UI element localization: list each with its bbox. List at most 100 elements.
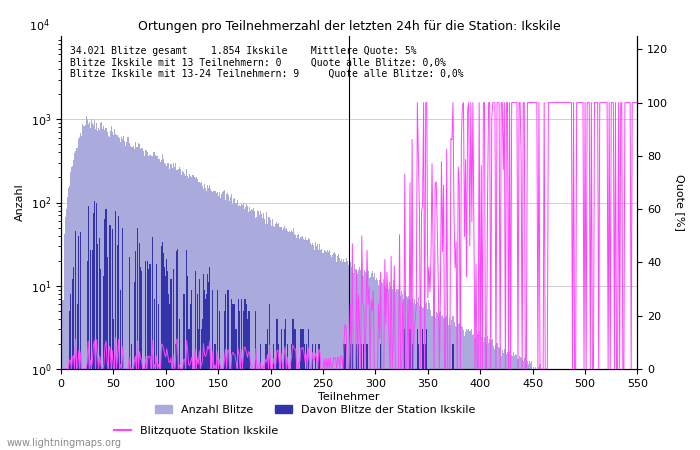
Bar [269, 217, 270, 450]
Bar [98, 127, 99, 450]
Bar [120, 289, 121, 450]
Bar [427, 369, 428, 450]
Bar [72, 166, 73, 450]
Bar [603, 369, 605, 450]
Bar [156, 265, 157, 450]
Bar [185, 176, 186, 450]
Bar [525, 355, 526, 450]
Bar [371, 273, 372, 450]
Bar [110, 225, 111, 450]
Bar [317, 244, 318, 450]
Bar [408, 296, 409, 450]
Bar [534, 369, 536, 450]
Bar [312, 344, 313, 450]
Bar [483, 342, 484, 450]
Bar [148, 269, 150, 450]
Bar [337, 256, 338, 450]
Bar [611, 369, 612, 450]
Bar [494, 349, 496, 450]
Bar [379, 369, 380, 450]
Bar [407, 297, 408, 450]
Bar [178, 167, 180, 450]
Bar [618, 369, 619, 450]
Bar [96, 123, 97, 450]
Bar [597, 369, 598, 450]
Bar [378, 285, 379, 450]
Bar [576, 369, 578, 450]
Bar [405, 293, 406, 450]
Bar [547, 369, 548, 450]
Bar [157, 156, 158, 450]
Bar [423, 344, 424, 450]
Bar [506, 354, 507, 450]
Bar [309, 238, 310, 450]
Bar [68, 188, 69, 450]
Bar [491, 340, 492, 450]
Bar [425, 344, 426, 450]
Bar [122, 139, 123, 450]
Bar [220, 194, 222, 450]
Bar [292, 232, 293, 450]
Bar [596, 369, 597, 450]
Bar [113, 135, 114, 450]
Bar [248, 212, 249, 450]
Bar [473, 369, 475, 450]
Bar [351, 267, 352, 450]
Bar [176, 251, 177, 450]
Bar [134, 282, 135, 450]
Bar [621, 369, 622, 450]
Bar [391, 369, 392, 450]
Bar [281, 369, 283, 450]
Bar [349, 262, 350, 450]
Bar [461, 369, 462, 450]
Bar [363, 344, 365, 450]
Bar [378, 369, 379, 450]
Bar [120, 142, 121, 450]
Bar [441, 316, 442, 450]
Bar [203, 274, 204, 450]
Bar [159, 159, 160, 450]
Bar [310, 243, 311, 450]
Bar [359, 267, 360, 450]
Bar [462, 369, 463, 450]
Bar [596, 369, 597, 450]
Bar [624, 369, 625, 450]
Bar [80, 232, 81, 450]
Bar [146, 150, 148, 450]
Bar [542, 369, 543, 450]
Bar [174, 167, 175, 450]
Bar [617, 369, 618, 450]
Bar [100, 269, 102, 450]
Bar [148, 156, 150, 450]
Bar [294, 329, 295, 450]
Bar [416, 329, 418, 450]
Bar [250, 211, 251, 450]
Bar [87, 261, 88, 450]
Bar [531, 361, 532, 450]
Bar [368, 270, 369, 450]
Bar [454, 369, 456, 450]
Bar [625, 369, 626, 450]
Bar [112, 132, 113, 450]
Bar [636, 369, 637, 450]
Bar [235, 329, 237, 450]
Bar [135, 251, 136, 450]
Bar [266, 212, 267, 450]
Bar [503, 353, 504, 450]
Bar [73, 266, 74, 450]
Bar [302, 329, 304, 450]
Bar [334, 252, 335, 450]
Bar [620, 369, 621, 450]
Bar [619, 369, 620, 450]
Bar [496, 369, 498, 450]
Bar [481, 337, 482, 450]
Bar [530, 363, 531, 450]
Bar [333, 253, 334, 450]
Bar [152, 156, 153, 450]
Bar [271, 226, 272, 450]
Bar [379, 280, 380, 450]
Bar [316, 246, 317, 450]
Bar [207, 274, 208, 450]
Bar [636, 369, 637, 450]
Bar [599, 369, 601, 450]
